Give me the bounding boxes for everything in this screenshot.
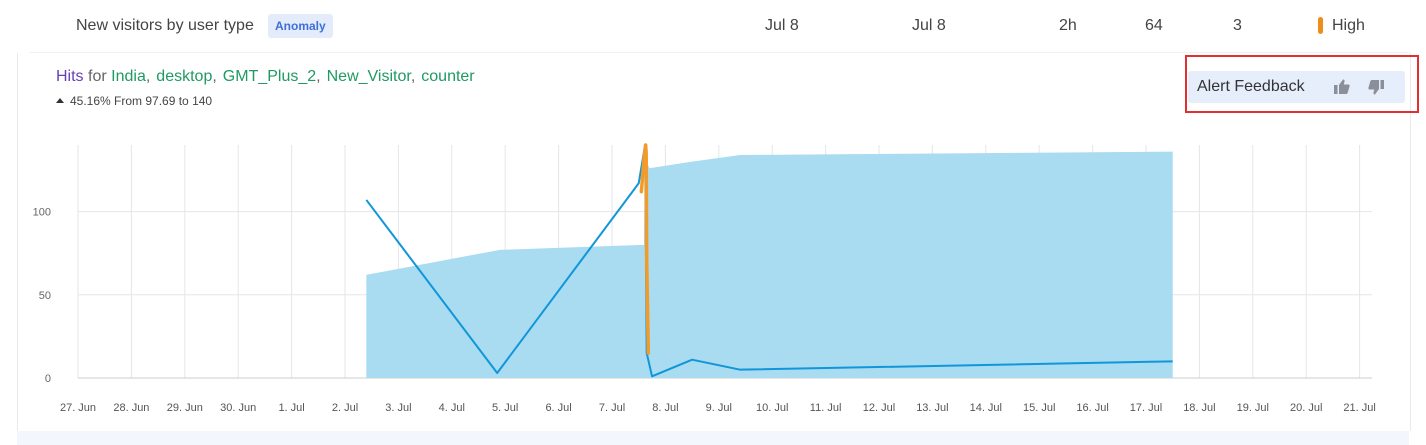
x-tick-label: 5. Jul (492, 402, 518, 414)
anomaly-badge: Anomaly (268, 14, 333, 38)
x-tick-label: 18. Jul (1183, 402, 1215, 414)
severity-label: High (1332, 17, 1365, 34)
dimension-value: GMT_Plus_2 (222, 68, 317, 85)
end-date: Jul 8 (912, 17, 946, 34)
up-arrow-icon (56, 98, 64, 103)
x-tick-label: 2. Jul (332, 402, 358, 414)
x-tick-label: 3. Jul (385, 402, 411, 414)
x-tick-label: 12. Jul (863, 402, 895, 414)
x-tick-label: 11. Jul (810, 402, 842, 414)
metric-name: Hits (56, 68, 84, 85)
x-tick-label: 15. Jul (1023, 402, 1055, 414)
x-tick-label: 4. Jul (439, 402, 465, 414)
x-tick-label: 8. Jul (652, 402, 678, 414)
dimension-value: counter (421, 68, 475, 85)
x-tick-label: 10. Jul (756, 402, 788, 414)
alert-detail-card: Hits for India, desktop, GMT_Plus_2, New_Vi… (17, 53, 1419, 431)
y-tick-label: 0 (45, 373, 51, 385)
change-text: 45.16% From 97.69 to 140 (70, 94, 213, 108)
start-date: Jul 8 (765, 17, 799, 34)
x-tick-label: 19. Jul (1237, 402, 1269, 414)
x-tick-label: 30. Jun (220, 402, 256, 414)
x-tick-label: 14. Jul (970, 402, 1002, 414)
score: 64 (1145, 17, 1163, 34)
x-tick-label: 1. Jul (278, 402, 304, 414)
x-tick-label: 20. Jul (1290, 402, 1322, 414)
expected-range-band (366, 151, 1173, 378)
severity-indicator (1318, 17, 1323, 34)
thumbs-down-button[interactable] (1366, 77, 1386, 97)
x-tick-label: 17. Jul (1130, 402, 1162, 414)
x-tick-label: 6. Jul (545, 402, 571, 414)
next-row-strip (17, 431, 1409, 445)
anomaly-segment (639, 143, 651, 355)
x-tick-label: 21. Jul (1343, 402, 1375, 414)
thumbs-up-icon (1334, 79, 1350, 94)
hits-chart: 0 50 100 27. Jun 28. Jun 29. Jun 30. Jun 1. Jul… (33, 143, 1376, 414)
alert-feedback: Alert Feedback (1188, 71, 1405, 103)
thumbs-up-button[interactable] (1332, 77, 1352, 97)
x-tick-label: 16. Jul (1076, 402, 1108, 414)
feedback-highlight-box (1185, 55, 1419, 113)
metric-description: Hits for India, desktop, GMT_Plus_2, New_Vi… (56, 68, 475, 85)
x-tick-label: 27. Jun (60, 402, 96, 414)
x-tick-label: 7. Jul (599, 402, 625, 414)
x-tick-label: 29. Jun (167, 402, 203, 414)
count: 3 (1233, 17, 1242, 34)
dimension-value: India (111, 68, 146, 85)
x-tick-label: 13. Jul (916, 402, 948, 414)
y-tick-label: 100 (33, 207, 51, 219)
metric-for-word: for (88, 68, 107, 85)
alert-row[interactable]: New visitors by user type Anomaly Jul 8 … (30, 0, 1410, 53)
y-tick-label: 50 (39, 290, 51, 302)
alert-feedback-label: Alert Feedback (1197, 78, 1305, 95)
thumbs-down-icon (1368, 80, 1384, 95)
duration: 2h (1059, 17, 1077, 34)
change-summary: 45.16% From 97.69 to 140 (56, 94, 212, 108)
dimension-value: desktop (156, 68, 213, 85)
row-title[interactable]: New visitors by user type (76, 17, 254, 34)
x-tick-label: 9. Jul (706, 402, 732, 414)
x-tick-label: 28. Jun (113, 402, 149, 414)
dimension-value: New_Visitor (326, 68, 411, 85)
